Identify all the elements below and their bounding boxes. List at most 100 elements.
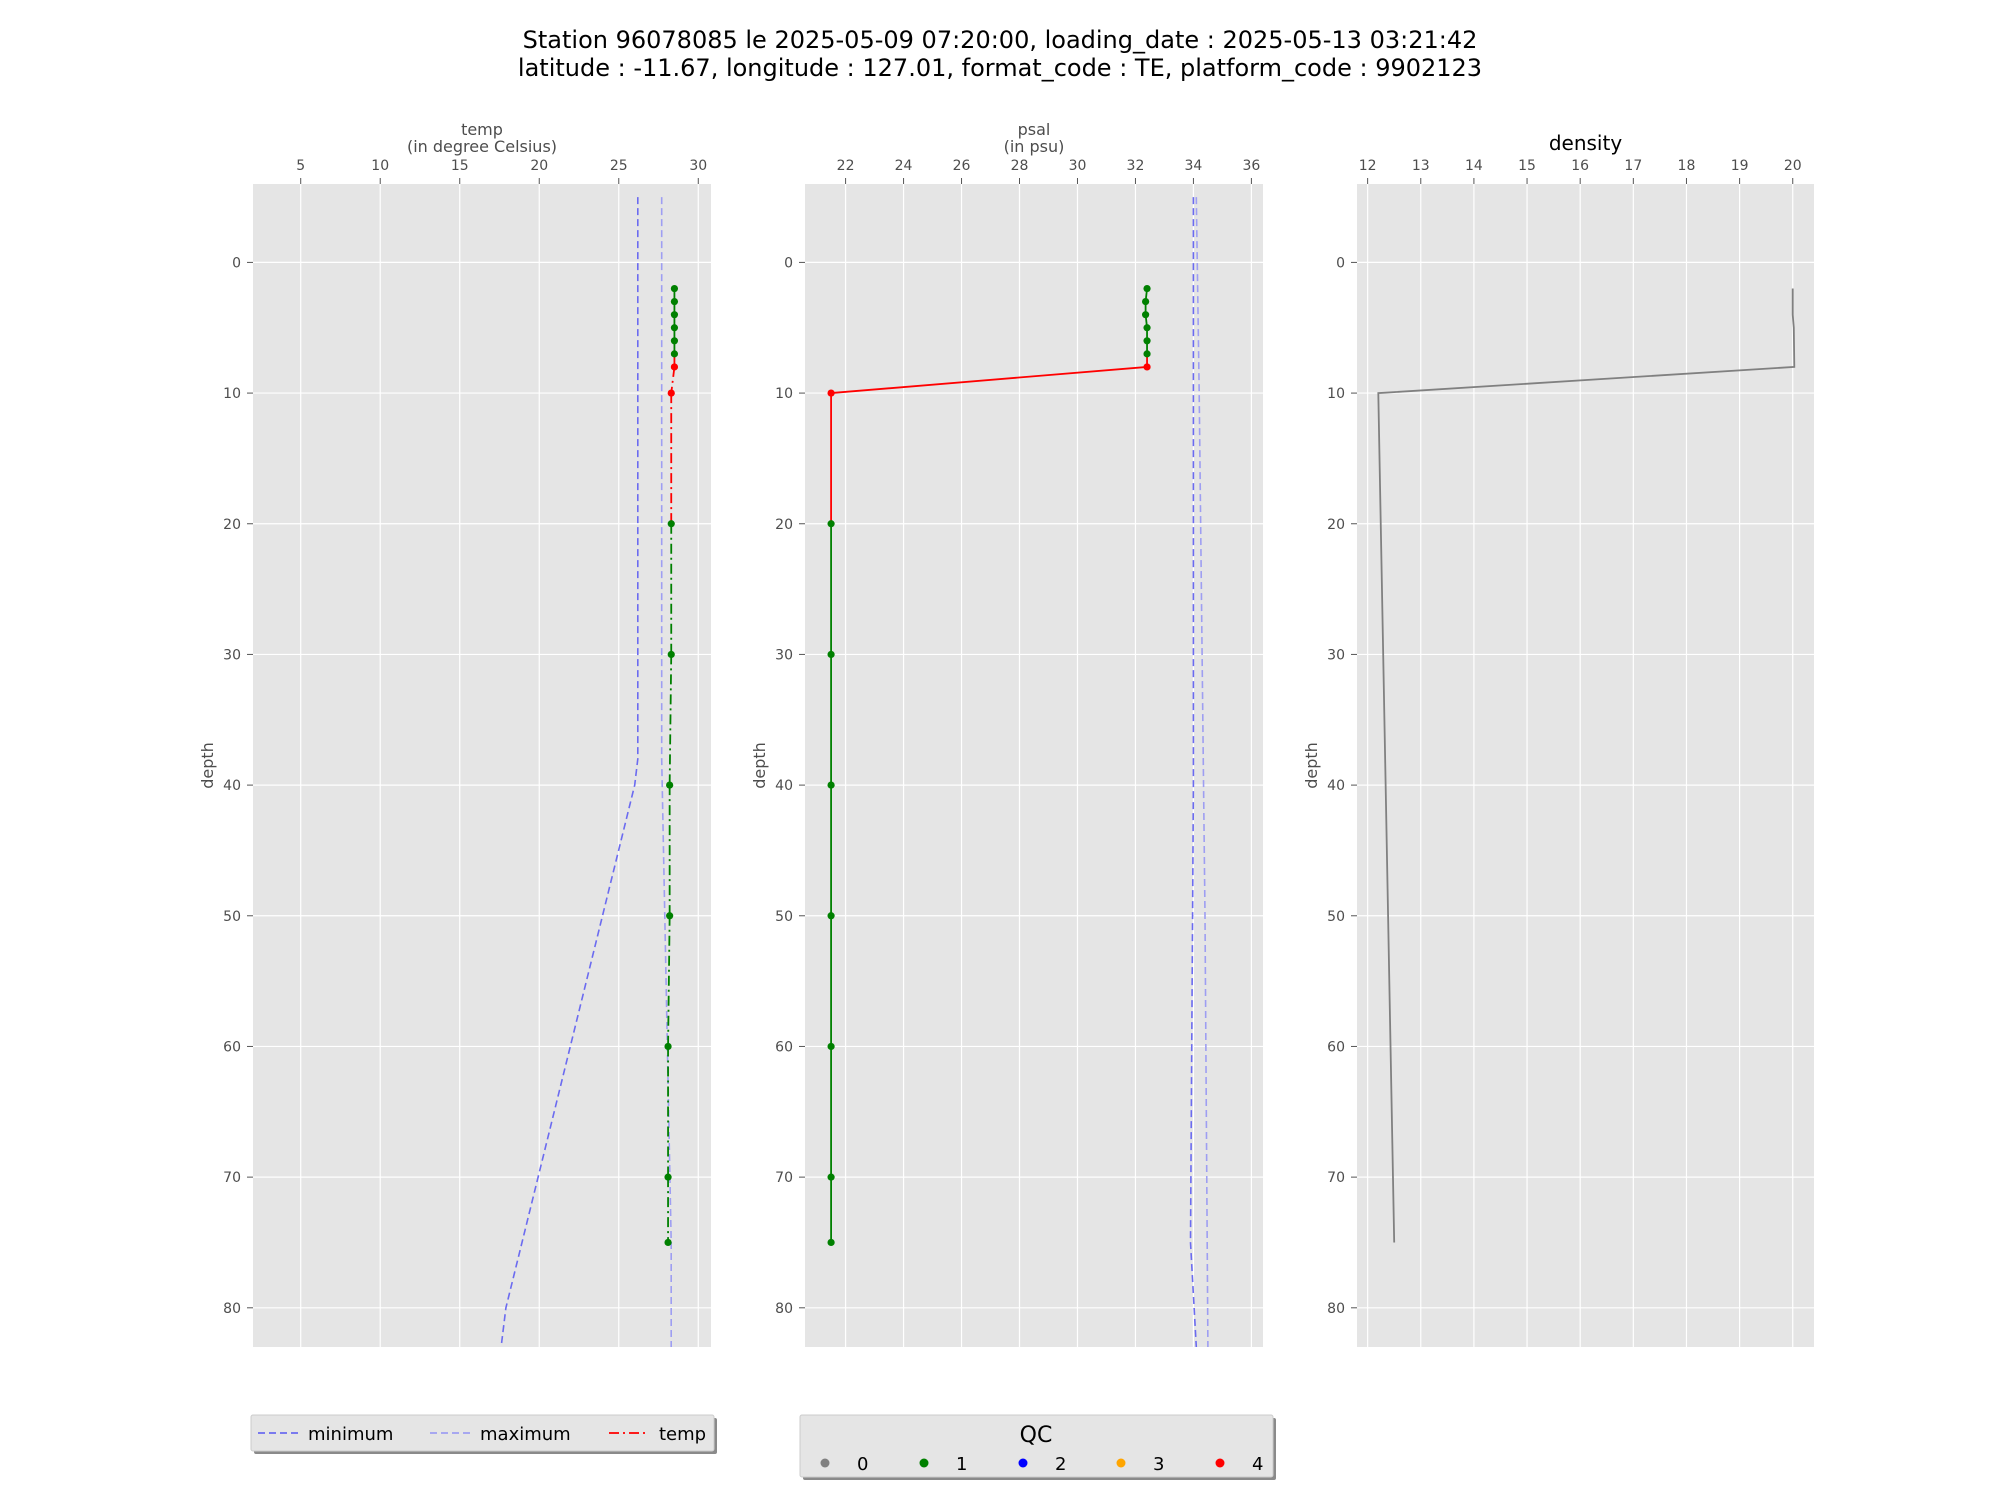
data-point <box>827 1042 835 1051</box>
data-point <box>670 311 679 319</box>
data-layer <box>1377 288 1796 1243</box>
density-line <box>1377 288 1796 1243</box>
plot-area-psal <box>805 184 1263 1347</box>
x-tick-label: 25 <box>610 158 628 174</box>
data-point <box>667 650 675 659</box>
legend-qc-box <box>799 1414 1274 1478</box>
y-tick-label: 70 <box>775 1170 793 1186</box>
y-tick-label: 0 <box>1336 255 1345 271</box>
legend-qc-marker-1 <box>919 1458 929 1468</box>
x-tick-label: 32 <box>1127 158 1145 174</box>
data-point <box>670 298 679 306</box>
y-tick-label: 30 <box>775 647 793 663</box>
x-tick-label: 12 <box>1359 158 1377 174</box>
y-tick-label: 70 <box>223 1170 241 1186</box>
x-tick-label: 16 <box>1571 158 1589 174</box>
data-point <box>670 284 679 293</box>
plot-area-temp <box>253 184 711 1347</box>
y-tick-label: 20 <box>775 517 793 533</box>
y-tick-label: 80 <box>223 1301 241 1317</box>
y-tick-label: 80 <box>1327 1301 1345 1317</box>
x-tick-label: 22 <box>837 158 855 174</box>
x-tick-label: 19 <box>1731 158 1749 174</box>
x-tick-label: 17 <box>1624 158 1642 174</box>
y-tick-label: 10 <box>223 386 241 402</box>
data-point <box>670 324 679 332</box>
data-layer <box>827 197 1209 1347</box>
y-tick-label: 40 <box>1327 778 1345 794</box>
data-point <box>827 650 835 659</box>
y-tick-label: 60 <box>775 1039 793 1055</box>
y-tick-label: 10 <box>1327 386 1345 402</box>
legend-qc-marker-3 <box>1116 1458 1126 1468</box>
data-point <box>670 337 679 345</box>
y-axis-label: depth <box>198 742 217 789</box>
y-tick-label: 20 <box>223 517 241 533</box>
data-point <box>664 1238 672 1247</box>
legend-label-minimum: minimum <box>308 1424 393 1445</box>
data-point <box>1142 311 1150 319</box>
legend-label-temp: temp <box>659 1424 706 1445</box>
y-tick-label: 70 <box>1327 1170 1345 1186</box>
y-tick-label: 60 <box>1327 1039 1345 1055</box>
profile-segment <box>670 366 676 394</box>
y-tick-label: 60 <box>223 1039 241 1055</box>
x-axis-unit-label: (in degree Celsius) <box>407 137 557 156</box>
legend-label-maximum: maximum <box>480 1424 571 1445</box>
y-tick-label: 50 <box>1327 909 1345 925</box>
x-tick-label: 30 <box>689 158 707 174</box>
y-tick-label: 0 <box>784 255 793 271</box>
y-tick-label: 0 <box>232 255 241 271</box>
data-point <box>670 350 679 358</box>
data-point <box>1143 284 1151 293</box>
y-tick-label: 50 <box>775 909 793 925</box>
legend-qc-marker-0 <box>820 1458 830 1468</box>
data-point <box>827 389 835 397</box>
data-point <box>666 781 674 789</box>
x-axis-label: psal <box>1018 120 1051 139</box>
figure-title-line2: latitude : -11.67, longitude : 127.01, f… <box>517 54 1483 82</box>
data-point <box>1143 324 1151 332</box>
data-point <box>664 1042 672 1051</box>
data-point <box>670 363 679 371</box>
data-point <box>827 520 835 528</box>
profile-segment <box>668 654 673 786</box>
legend-qc-label-3: 3 <box>1153 1454 1164 1475</box>
x-tick-label: 24 <box>895 158 913 174</box>
profile-segment <box>831 366 1148 394</box>
data-point <box>666 912 674 920</box>
x-tick-label: 5 <box>296 158 305 174</box>
plot-area-density <box>1357 184 1814 1347</box>
y-tick-label: 40 <box>223 778 241 794</box>
x-tick-label: 34 <box>1185 158 1203 174</box>
legend-qc-label-4: 4 <box>1252 1454 1263 1475</box>
y-tick-label: 30 <box>223 647 241 663</box>
minimum-line <box>1189 197 1198 1347</box>
data-point <box>667 389 675 397</box>
maximum-line <box>1195 197 1209 1347</box>
profile-segment <box>667 915 671 1047</box>
y-tick-label: 30 <box>1327 647 1345 663</box>
minimum-line <box>500 197 639 1347</box>
panel-density: 12 13 14 15 16 17 18 19 20 0 10 20 30 40 50 60 70 80 densi… <box>1302 131 1814 1347</box>
maximum-line <box>660 197 673 1347</box>
data-point <box>667 520 675 528</box>
data-point <box>1143 337 1151 345</box>
data-point <box>1143 350 1151 358</box>
legend-qc-marker-4 <box>1215 1458 1225 1468</box>
x-tick-label: 36 <box>1242 158 1260 174</box>
data-point <box>827 1238 835 1247</box>
legend-qc-label-1: 1 <box>956 1454 967 1475</box>
panel-title: density <box>1549 131 1622 155</box>
x-axis-unit-label: (in psu) <box>1004 137 1065 156</box>
x-tick-label: 13 <box>1412 158 1430 174</box>
y-tick-label: 50 <box>223 909 241 925</box>
data-point <box>827 912 835 920</box>
x-tick-label: 28 <box>1011 158 1029 174</box>
y-tick-label: 80 <box>775 1301 793 1317</box>
legend-qc-label-0: 0 <box>857 1454 868 1475</box>
legend-qc-label-2: 2 <box>1055 1454 1066 1475</box>
data-point <box>1142 298 1150 306</box>
legend-qc-marker-2 <box>1018 1458 1028 1468</box>
